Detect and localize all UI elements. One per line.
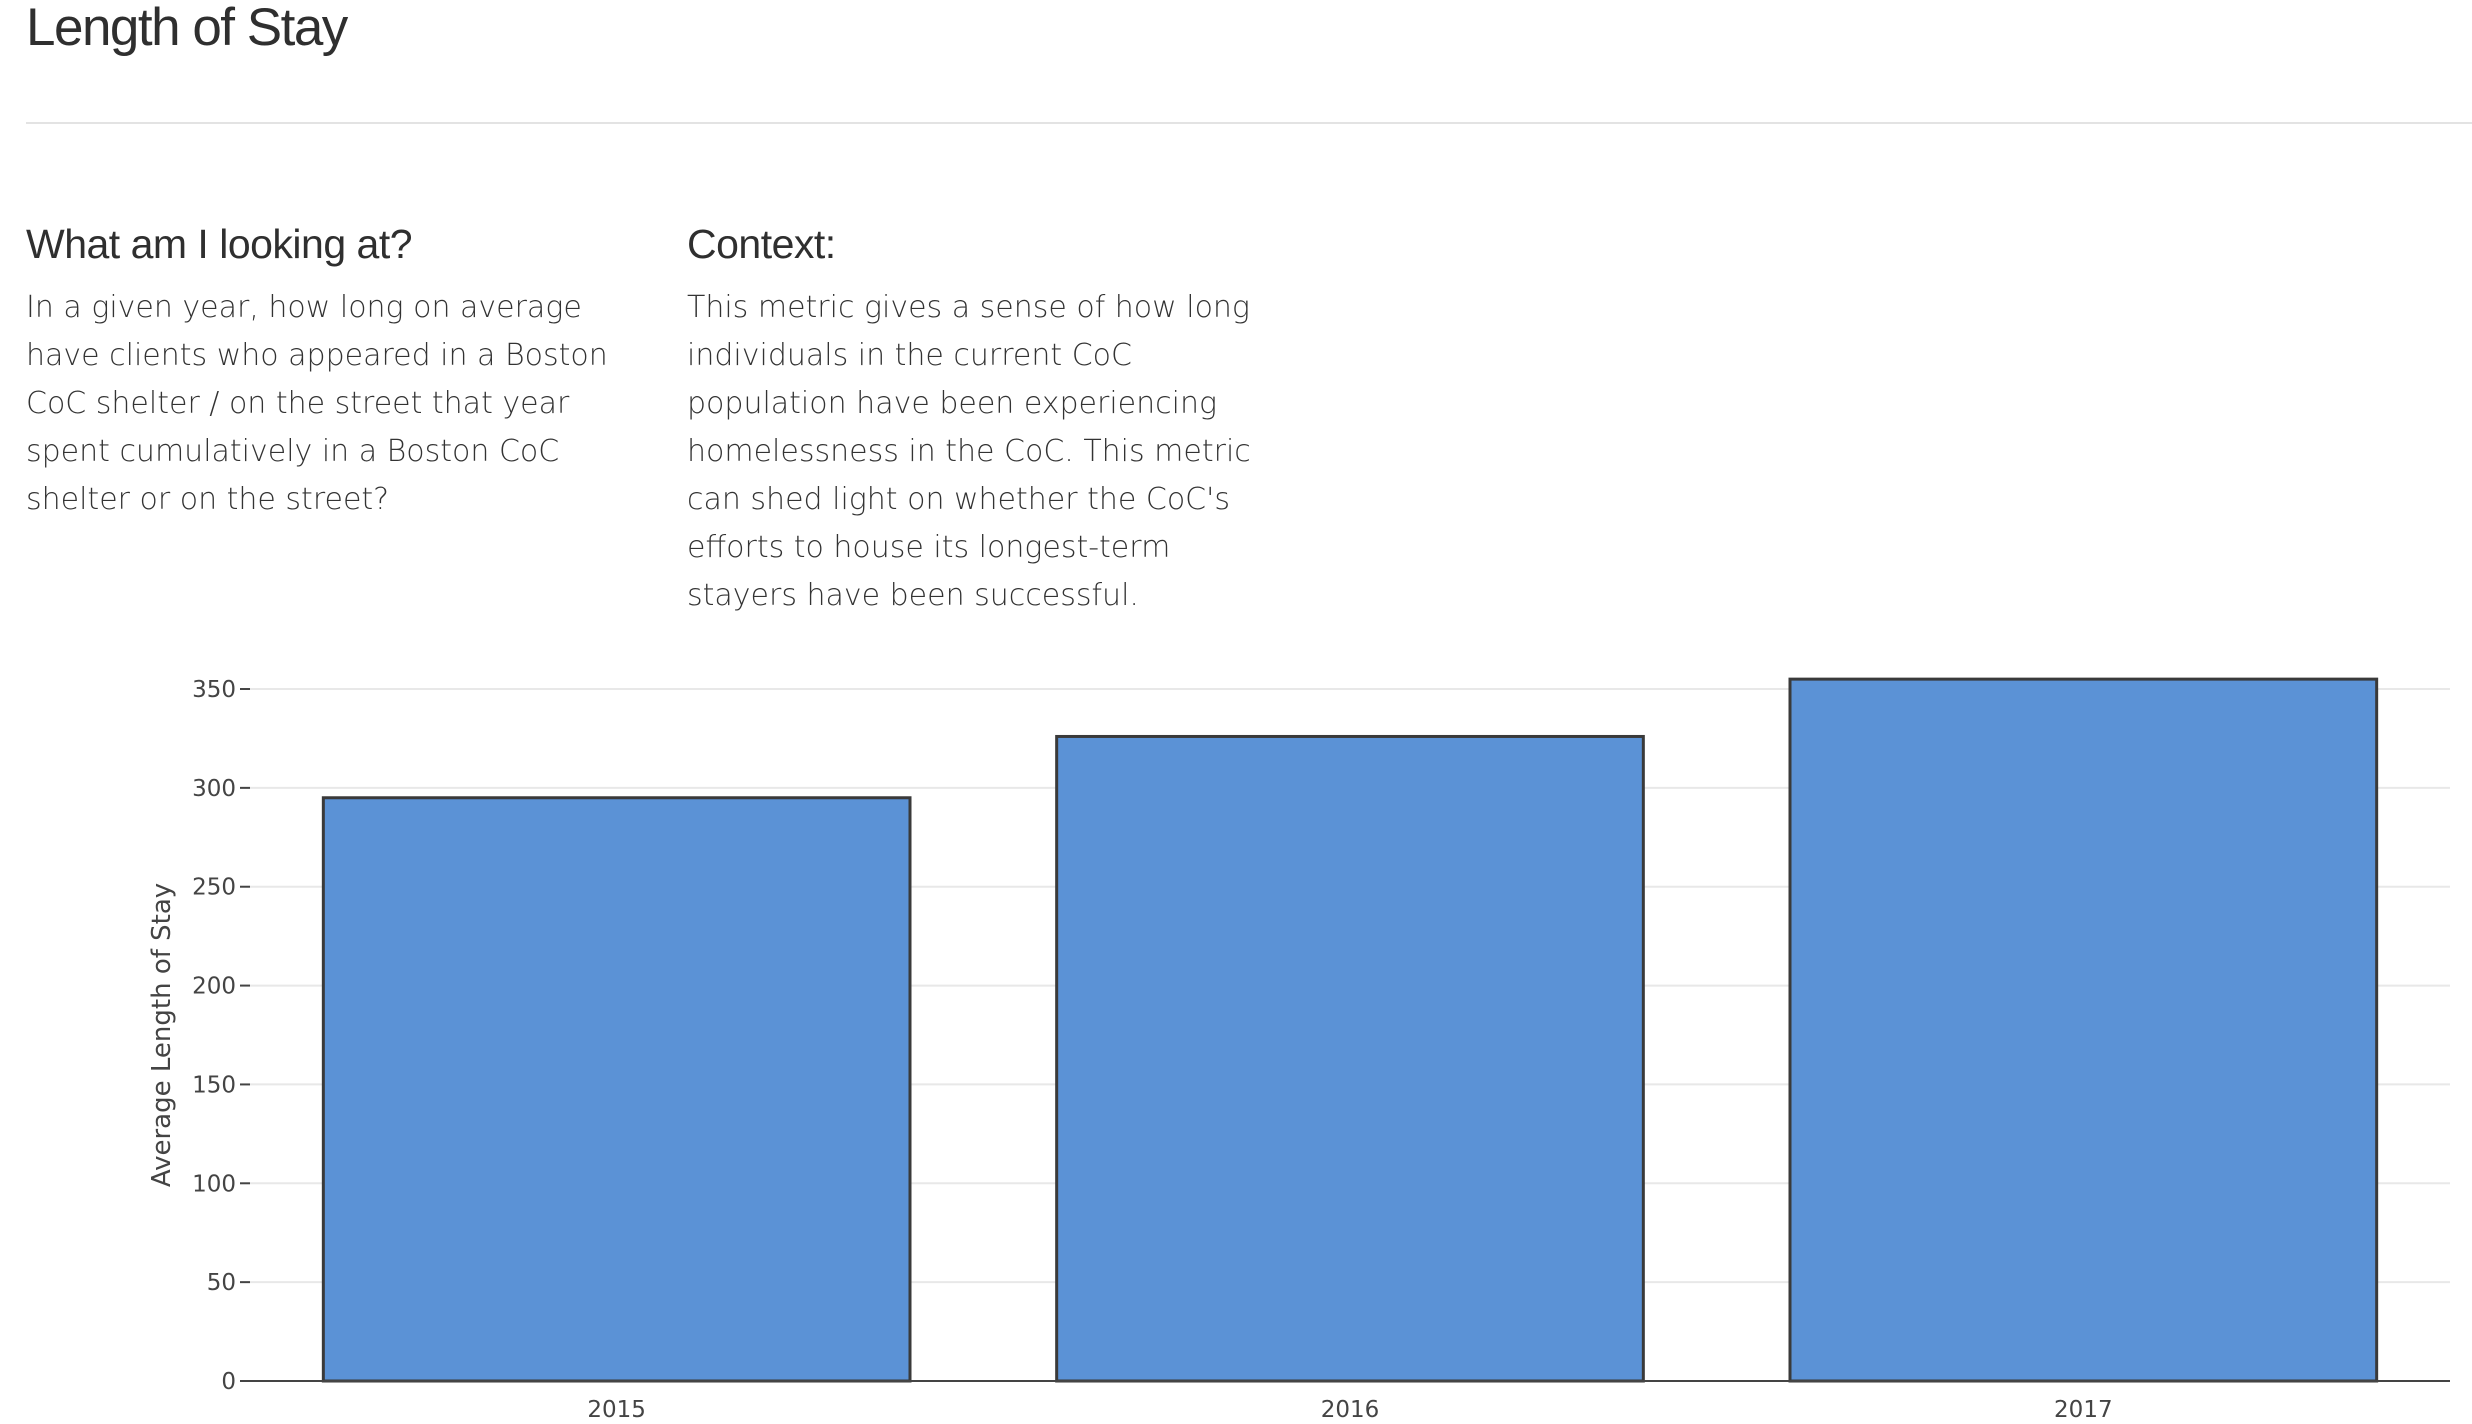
y-tick-label: 300 (192, 776, 236, 802)
bar-2015[interactable] (321, 796, 912, 1383)
y-tick-label: 0 (221, 1369, 236, 1395)
bar-2017[interactable] (1788, 677, 2379, 1383)
x-tick-label: 2017 (2054, 1397, 2113, 1423)
x-tick-label: 2015 (587, 1397, 646, 1423)
bars (321, 677, 2379, 1383)
y-axis-title: Average Length of Stay (147, 883, 177, 1187)
tick-labels: 0 50 100 150 200 250 300 350 2015 2016 2017 (192, 677, 2113, 1423)
axes (240, 688, 2450, 1382)
looking-at-text: In a given year, how long on average hav… (26, 290, 608, 517)
title-divider (26, 122, 2472, 124)
x-tick-label: 2016 (1321, 1397, 1380, 1423)
y-tick-label: 50 (207, 1270, 236, 1296)
y-tick-label: 100 (192, 1171, 236, 1197)
context-heading: Context: (687, 221, 836, 267)
bar-chart-svg: 0 50 100 150 200 250 300 350 2015 2016 2017 Averag… (147, 677, 2450, 1423)
context-text: This metric gives a sense of how long in… (687, 290, 1251, 613)
looking-at-section: What am I looking at? In a given year, h… (26, 214, 616, 524)
y-tick-label: 200 (192, 974, 236, 1000)
length-of-stay-chart: 0 50 100 150 200 250 300 350 2015 2016 2017 Averag… (0, 640, 2472, 1424)
y-tick-label: 350 (192, 677, 236, 703)
context-section: Context: This metric gives a sense of ho… (687, 214, 1277, 620)
bar-2016[interactable] (1055, 734, 1645, 1383)
y-tick-label: 150 (192, 1072, 236, 1098)
y-tick-label: 250 (192, 875, 236, 901)
looking-at-heading: What am I looking at? (26, 221, 413, 267)
page-title: Length of Stay (26, 0, 348, 57)
